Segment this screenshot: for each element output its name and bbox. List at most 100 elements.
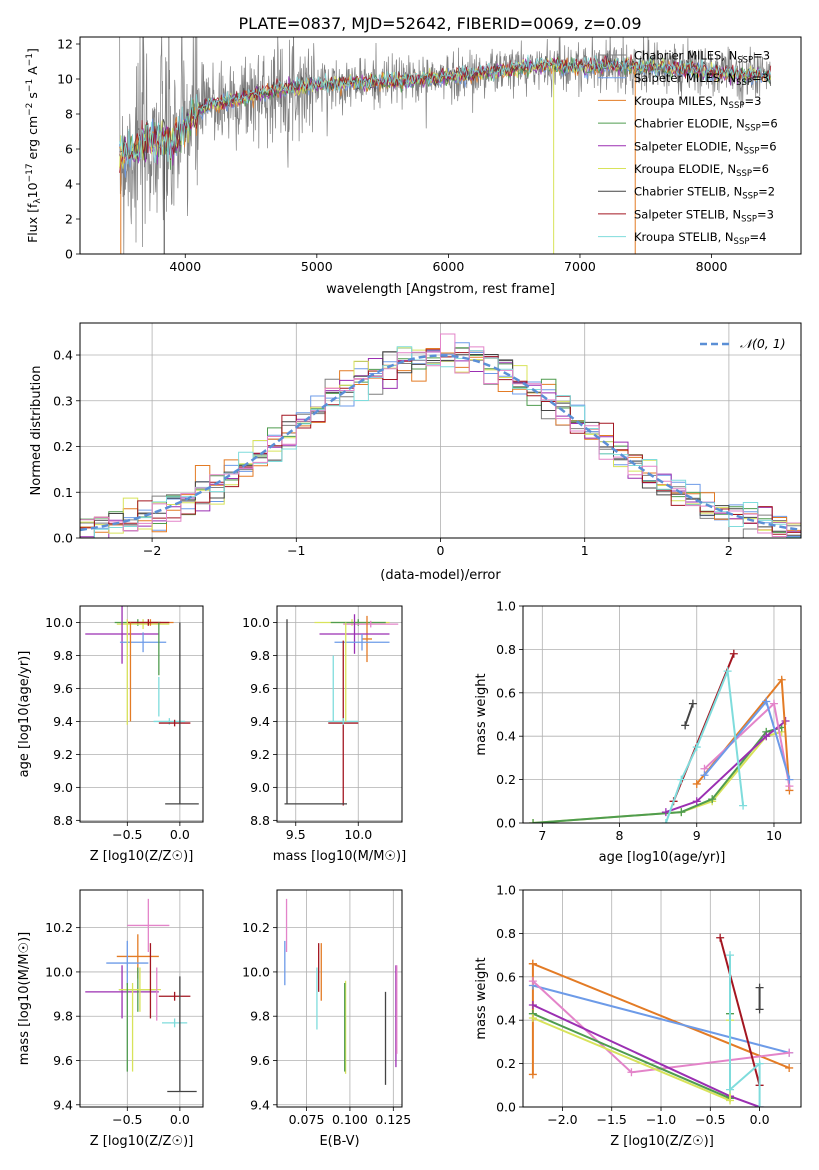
y-tick-label: 0.6 bbox=[496, 685, 516, 700]
legend-entry-text: Kroupa MILES, N bbox=[634, 94, 729, 108]
y-tick-label: 9.6 bbox=[250, 1053, 270, 1068]
series-marker bbox=[677, 808, 686, 817]
series-line bbox=[665, 720, 787, 814]
legend-entry-text: Kroupa STELIB, N bbox=[634, 230, 734, 244]
legend-entry-sub: SSP bbox=[737, 56, 753, 66]
y-tick-label: 8.8 bbox=[250, 813, 270, 828]
x-tick-label: 2 bbox=[725, 543, 733, 558]
series-marker bbox=[726, 1085, 735, 1094]
x-tick-label: 0.0 bbox=[170, 827, 190, 842]
legend-entry-sub: SSP bbox=[741, 214, 757, 224]
series-marker bbox=[726, 1096, 735, 1105]
y-tick-label: 0.0 bbox=[53, 531, 73, 546]
y-axis-label: mass [log10(M/M☉)] bbox=[17, 932, 32, 1065]
x-tick-label: 9.5 bbox=[286, 827, 306, 842]
y-tick-label: 9.4 bbox=[53, 1097, 73, 1112]
y-tick-label: 12 bbox=[57, 37, 73, 52]
x-tick-label: −1 bbox=[287, 543, 305, 558]
series-marker bbox=[528, 977, 537, 986]
x-axis-label: age [log10(age/yr)] bbox=[599, 850, 726, 865]
x-axis-label: E(B-V) bbox=[319, 1134, 359, 1149]
axes-frame bbox=[79, 889, 204, 1108]
legend-entry-text: Chabrier ELODIE, N bbox=[634, 117, 745, 131]
legend-entry-text: Chabrier MILES, N bbox=[634, 49, 737, 63]
y-tick-label: 0.4 bbox=[496, 729, 516, 744]
spectrum-panel: 4000 5000 6000 7000 8000 0 2 4 6 8 10 12 wavelength … bbox=[25, 36, 802, 297]
series-line bbox=[729, 955, 761, 1107]
series-marker bbox=[726, 951, 735, 960]
y-tick-label: 10 bbox=[57, 72, 73, 87]
series-line bbox=[719, 937, 761, 1086]
y-tick-label: 10.0 bbox=[242, 615, 270, 630]
histogram-plot-area bbox=[80, 333, 801, 538]
y-tick-label: 10.2 bbox=[242, 920, 270, 935]
legend-entry-sub: SSP bbox=[729, 101, 745, 111]
legend-entry-text: Kroupa ELODIE, N bbox=[634, 162, 736, 176]
x-axis-label: Z [log10(Z/Z☉)] bbox=[90, 849, 194, 864]
y-tick-label: 1.0 bbox=[496, 599, 516, 614]
x-tick-label: 0.0 bbox=[750, 1112, 770, 1127]
legend-entry-text: Salpeter STELIB, N bbox=[634, 207, 741, 221]
legend-entry: 𝒩(0, 1) bbox=[740, 336, 786, 351]
x-tick-label: 10 bbox=[766, 828, 782, 843]
axes-frame bbox=[276, 605, 403, 823]
y-tick-label: 0 bbox=[65, 247, 73, 262]
series-marker bbox=[762, 732, 771, 741]
legend-entry: Kroupa ELODIE, NSSP=6 bbox=[634, 162, 769, 179]
series-marker bbox=[729, 649, 738, 658]
legend-entry-value: =2 bbox=[758, 185, 775, 199]
y-axis-label: mass weight bbox=[474, 957, 489, 1039]
y-tick-label: 0.0 bbox=[496, 1100, 516, 1115]
legend-entry: Kroupa STELIB, NSSP=4 bbox=[634, 230, 766, 247]
errorbar-plot-area bbox=[284, 614, 399, 806]
y-tick-label: 9.6 bbox=[53, 681, 73, 696]
y-tick-label: 10.0 bbox=[45, 964, 73, 979]
errorbar-plot-area bbox=[284, 898, 398, 1085]
x-tick-label: 1 bbox=[581, 543, 589, 558]
x-tick-label: 0.0 bbox=[170, 1112, 190, 1127]
legend-entry-value: =6 bbox=[752, 162, 769, 176]
series-line bbox=[532, 730, 782, 823]
legend-entry-text: Salpeter MILES, N bbox=[634, 71, 736, 85]
series-line bbox=[703, 701, 791, 787]
series-marker bbox=[661, 819, 670, 823]
series-marker bbox=[755, 1005, 764, 1014]
x-axis-label: wavelength [Angstrom, rest frame] bbox=[326, 282, 555, 297]
y-tick-label: 6 bbox=[65, 142, 73, 157]
series-marker bbox=[708, 795, 717, 804]
legend-entry-value: =6 bbox=[760, 139, 777, 153]
series-marker bbox=[529, 819, 538, 823]
series-marker bbox=[677, 775, 686, 784]
legend-entry-sub: SSP bbox=[736, 169, 752, 179]
y-tick-label: 9.6 bbox=[53, 1053, 73, 1068]
series-line bbox=[532, 726, 782, 823]
y-tick-label: 9.2 bbox=[53, 747, 73, 762]
y-tick-label: 0.8 bbox=[496, 926, 516, 941]
line-plot-area bbox=[529, 649, 794, 823]
axes-frame bbox=[79, 605, 204, 823]
legend-entry-value: =4 bbox=[749, 230, 766, 244]
residual-histogram-panel: −2 −1 0 1 2 0.0 0.1 0.2 0.3 0.4 (data-model)/error… bbox=[29, 322, 802, 583]
x-tick-label: −0.5 bbox=[695, 1112, 725, 1127]
x-tick-label: −0.5 bbox=[112, 1112, 142, 1127]
y-tick-label: 9.4 bbox=[250, 1097, 270, 1112]
x-axis-label: (data-model)/error bbox=[380, 568, 501, 583]
legend-entry-sub: SSP bbox=[745, 124, 761, 134]
x-axis-label: mass [log10(M/M☉)] bbox=[273, 849, 406, 864]
x-tick-label: 7000 bbox=[564, 259, 596, 274]
series-line bbox=[664, 670, 745, 823]
y-tick-label: 9.0 bbox=[250, 780, 270, 795]
series-marker bbox=[755, 1059, 764, 1068]
legend-entry-value: =3 bbox=[757, 207, 774, 221]
errorbar-plot-area bbox=[85, 606, 199, 805]
legend-entry-sub: SSP bbox=[744, 146, 760, 156]
x-tick-label: 8 bbox=[616, 828, 624, 843]
series-marker bbox=[528, 1014, 537, 1023]
series-marker bbox=[785, 1063, 794, 1072]
x-tick-label: −1.0 bbox=[646, 1112, 676, 1127]
legend-entry-value: =6 bbox=[761, 117, 778, 131]
series-marker bbox=[777, 675, 786, 684]
y-tick-label: 9.8 bbox=[250, 648, 270, 663]
y-tick-label: 9.0 bbox=[53, 780, 73, 795]
